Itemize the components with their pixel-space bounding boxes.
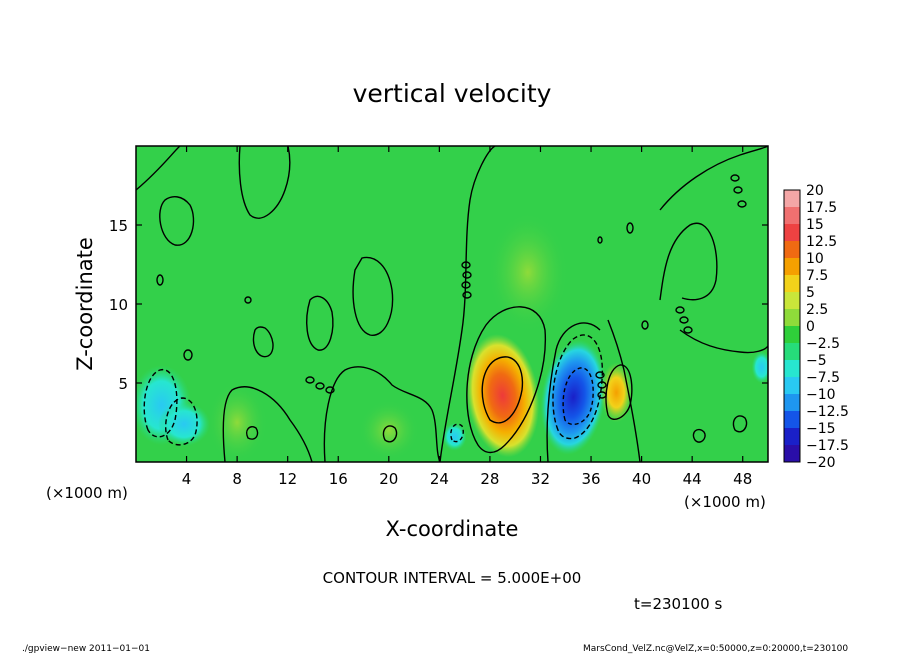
shade-blob-0 [465, 334, 540, 458]
contour-zero-4 [222, 386, 313, 462]
shade-blob-8 [487, 212, 568, 333]
x-tick-label: 24 [430, 470, 449, 488]
colorbar-label: 17.5 [806, 200, 837, 216]
contour-zero-5 [323, 366, 441, 462]
shade-blob-6 [207, 382, 268, 462]
contour-updraft-right [605, 364, 633, 420]
colorbar-bin [784, 445, 800, 462]
colorbar-bin [784, 360, 800, 377]
contour-updraft-outer [466, 306, 547, 454]
contour-neg-small [450, 423, 464, 443]
colorbar-label: −7.5 [806, 370, 840, 386]
x-tick-label: 8 [232, 470, 242, 488]
contour-pos-4 [692, 428, 706, 443]
contour-zero-13 [306, 295, 334, 351]
y-tick-label: 10 [109, 296, 128, 314]
contour-zero-12 [352, 256, 394, 336]
colorbar-label: −10 [806, 387, 836, 403]
x-unit-label-right: (×1000 m) [684, 493, 766, 511]
contour-zero-9 [659, 222, 718, 301]
colorbar-bin [784, 394, 800, 411]
x-unit-label-left: (×1000 m) [46, 484, 128, 502]
shade-blob-5 [442, 422, 467, 451]
shade-blob-2 [600, 362, 633, 423]
contour-downdraft [552, 334, 604, 440]
colorbar-label: 15 [806, 217, 824, 233]
colorbar-label: 20 [806, 183, 824, 199]
colorbar-bin [784, 275, 800, 292]
contour-pos-3 [732, 415, 748, 433]
colorbar-bin [784, 309, 800, 326]
contour-zero-1 [136, 146, 181, 191]
colorbar-label: 12.5 [806, 234, 837, 250]
x-tick-label: 40 [632, 470, 651, 488]
x-tick-label: 20 [379, 470, 398, 488]
contour-pos-2 [382, 425, 398, 443]
plot-area [136, 146, 768, 462]
contour-interval: CONTOUR INTERVAL = 5.000E+00 [323, 569, 582, 587]
y-tick-label: 5 [118, 375, 128, 393]
contour-zero-3 [238, 146, 291, 219]
contour-zero-7 [546, 322, 601, 462]
x-tick-label: 44 [683, 470, 702, 488]
colorbar-label: 2.5 [806, 302, 828, 318]
colorbar-label: −5 [806, 353, 827, 369]
x-tick-label: 16 [329, 470, 348, 488]
colorbar-bin [784, 411, 800, 428]
contour-small-loops [156, 174, 747, 399]
colorbar-bin [784, 343, 800, 360]
shade-blob-9 [751, 351, 768, 384]
colorbar-label: −17.5 [806, 438, 849, 454]
colorbar-frame [783, 189, 801, 463]
contour-neg-left-2 [164, 397, 198, 446]
y-axis: 5 10 15 [109, 217, 768, 393]
contour-zero-10 [659, 146, 768, 211]
x-tick-label: 4 [182, 470, 192, 488]
colorbar-bin [784, 224, 800, 241]
x-tick-label: 28 [480, 470, 499, 488]
shade-blob-7 [358, 400, 419, 461]
colorbar-bin [784, 190, 800, 207]
contour-updraft-inner [481, 356, 524, 424]
x-axis-label: X-coordinate [386, 517, 519, 541]
chart-title: vertical velocity [353, 79, 552, 108]
colorbar-bin [784, 326, 800, 343]
colorbar-bin [784, 207, 800, 224]
colorbar-bin [784, 377, 800, 394]
footer-right: MarsCond_VelZ.nc@VelZ,x=0:50000,z=0:2000… [583, 644, 848, 654]
colorbar-bin [784, 292, 800, 309]
x-tick-label: 36 [581, 470, 600, 488]
x-axis: 4 8 12 16 20 24 28 32 36 40 44 48 [182, 146, 752, 488]
colorbar: 2017.51512.5107.552.50−2.5−5−7.5−10−12.5… [783, 183, 849, 471]
footer-left: ./gpview−new 2011−01−01 [22, 644, 150, 654]
colorbar-label: −20 [806, 455, 836, 471]
colorbar-label: −12.5 [806, 404, 849, 420]
x-tick-label: 48 [733, 470, 752, 488]
contour-neg-left [143, 369, 178, 438]
colorbar-label: 0 [806, 319, 815, 335]
colorbar-label: −15 [806, 421, 836, 437]
x-tick-label: 32 [531, 470, 550, 488]
shade-blob-4 [158, 402, 211, 447]
contour-zero-2 [159, 196, 195, 246]
x-tick-label: 12 [278, 470, 297, 488]
colorbar-label: 5 [806, 285, 815, 301]
colorbar-label: −2.5 [806, 336, 840, 352]
contour-zero-14 [252, 326, 274, 358]
contour-zero-11 [679, 329, 768, 354]
contour-downdraft-inner [562, 367, 594, 426]
contour-pos-1 [246, 426, 259, 440]
colorbar-bin [784, 258, 800, 275]
contour-zero-8 [607, 319, 641, 462]
y-axis-label: Z-coordinate [73, 237, 97, 371]
y-tick-label: 15 [109, 217, 128, 235]
colorbar-label: 10 [806, 251, 824, 267]
time-label: t=230100 s [634, 595, 722, 613]
colorbar-bin [784, 428, 800, 445]
colorbar-label: 7.5 [806, 268, 828, 284]
colorbar-bin [784, 241, 800, 258]
